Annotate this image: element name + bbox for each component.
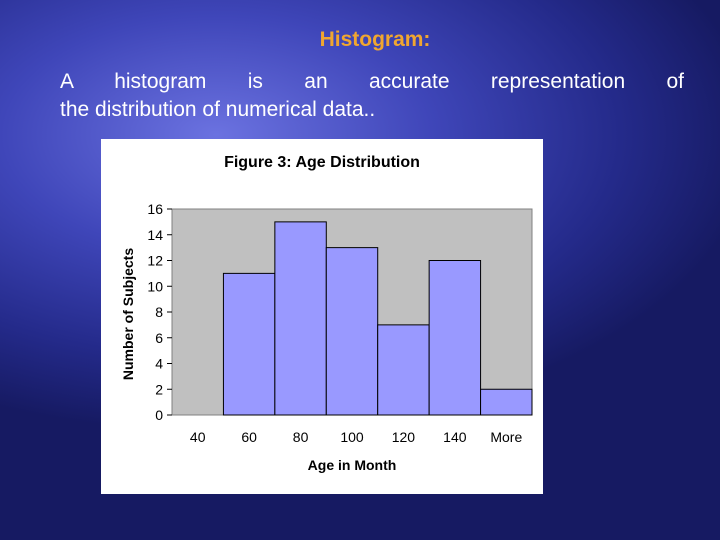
y-tick-label: 12 — [147, 253, 163, 269]
x-axis-ticks: 40 60 80 100 120 140 More — [190, 429, 523, 445]
y-tick-label: 14 — [147, 227, 163, 243]
x-tick-label: 100 — [340, 429, 364, 445]
chart-canvas: Figure 3: Age Distribution 0 2 4 6 8 10 12 14 16… — [120, 154, 533, 473]
histogram-bar-60 — [222, 272, 276, 416]
histogram-bar-100 — [325, 247, 379, 416]
x-tick-label: 140 — [443, 429, 467, 445]
histogram-bar-120 — [377, 324, 430, 416]
histogram-bar-140 — [428, 260, 482, 416]
x-tick-label: 60 — [241, 429, 257, 445]
body-line-2: the distribution of numerical data.. — [60, 98, 376, 121]
bars-group — [222, 221, 533, 416]
slide-body-text: A histogram is an accurate representatio… — [60, 68, 684, 124]
histogram-bar-80 — [274, 221, 327, 416]
y-tick-label: 8 — [155, 304, 163, 320]
x-axis-label: Age in Month — [308, 457, 397, 473]
histogram-chart: Figure 3: Age Distribution 0 2 4 6 8 10 12 14 16… — [101, 139, 543, 494]
histogram-bar-more — [480, 388, 533, 416]
y-axis-ticks: 0 2 4 6 8 10 12 14 16 — [147, 201, 172, 423]
y-tick-label: 16 — [147, 201, 163, 217]
y-tick-label: 0 — [155, 407, 163, 423]
x-tick-label: More — [490, 429, 522, 445]
y-tick-label: 2 — [155, 381, 163, 397]
x-tick-label: 40 — [190, 429, 206, 445]
x-tick-label: 80 — [293, 429, 309, 445]
slide-title: Histogram: — [319, 28, 431, 51]
chart-title: Figure 3: Age Distribution — [224, 154, 420, 171]
y-tick-label: 10 — [147, 278, 163, 294]
x-tick-label: 120 — [392, 429, 416, 445]
y-axis-label: Number of Subjects — [120, 248, 136, 380]
y-tick-label: 4 — [155, 356, 163, 372]
body-line-1: A histogram is an accurate representatio… — [60, 70, 684, 93]
y-tick-label: 6 — [155, 330, 163, 346]
